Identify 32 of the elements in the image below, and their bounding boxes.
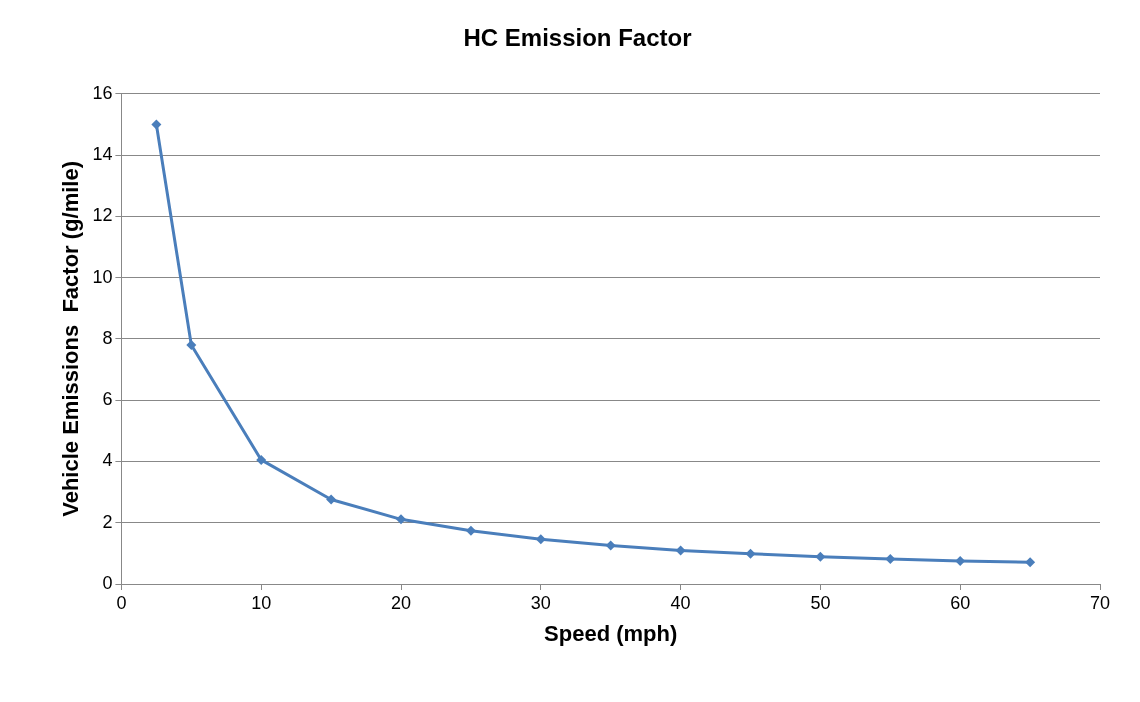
y-tick-label: 10: [92, 266, 113, 287]
y-tick-label: 16: [92, 82, 113, 103]
x-tick-label: 10: [251, 592, 272, 613]
point: [151, 119, 162, 130]
y-tick-label: 8: [102, 327, 113, 348]
point: [396, 514, 407, 525]
point: [1025, 557, 1036, 568]
point: [675, 545, 686, 556]
point: [815, 551, 826, 562]
point: [186, 340, 197, 351]
x-tick-label: 40: [670, 592, 691, 613]
point: [256, 454, 267, 465]
x-tick-label: 20: [391, 592, 412, 613]
x-axis-title: Speed (mph): [544, 620, 678, 646]
point: [605, 540, 616, 551]
y-tick-label: 12: [92, 205, 113, 226]
y-tick-label: 4: [102, 450, 113, 471]
x-tick-label: 0: [116, 592, 127, 613]
point: [326, 494, 337, 505]
chart-title: HC Emission Factor: [463, 24, 692, 52]
y-axis-title: Vehicle Emissions Factor (g/mile): [58, 161, 84, 517]
x-tick-label: 70: [1089, 592, 1111, 613]
y-tick-label: 0: [102, 572, 113, 593]
point: [885, 553, 896, 564]
point: [465, 525, 476, 536]
x-tick-label: 60: [950, 592, 971, 613]
y-tick-label: 2: [102, 511, 113, 532]
y-tick-label: 6: [102, 389, 113, 410]
x-tick-label: 30: [530, 592, 551, 613]
point: [535, 534, 546, 545]
y-tick-label: 14: [92, 144, 113, 165]
x-tick-label: 50: [810, 592, 831, 613]
